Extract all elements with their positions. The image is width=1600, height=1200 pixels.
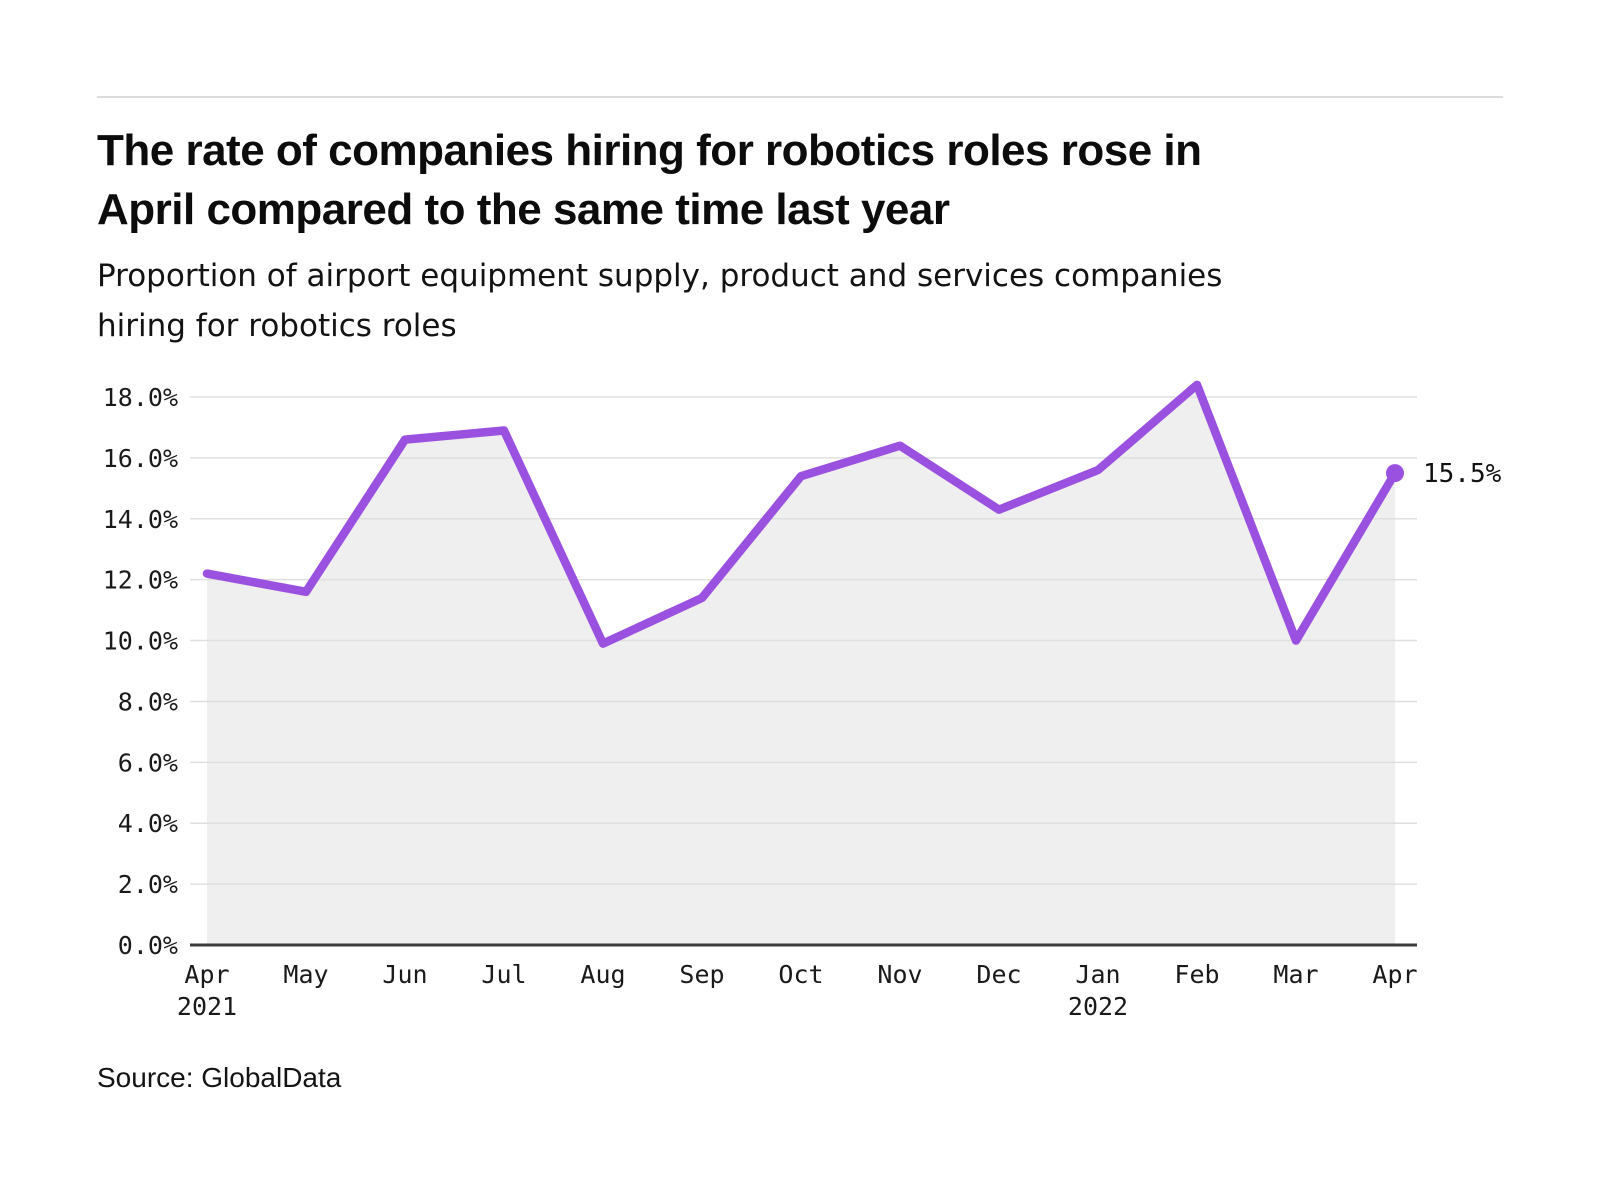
end-point-label: 15.5% — [1423, 459, 1502, 489]
x-tick-label: Apr — [184, 960, 229, 989]
x-tick-label: May — [283, 960, 328, 989]
y-tick-label: 18.0% — [103, 383, 178, 412]
area-fill — [207, 384, 1395, 945]
y-tick-label: 6.0% — [118, 748, 178, 777]
y-tick-label: 14.0% — [103, 505, 178, 534]
chart-subtitle-line-1: Proportion of airport equipment supply, … — [97, 258, 1223, 294]
y-tick-label: 12.0% — [103, 566, 178, 595]
x-tick-year-label: 2021 — [177, 992, 237, 1021]
x-tick-label: Jul — [481, 960, 526, 989]
data-line — [202, 380, 1400, 648]
source-attribution: Source: GlobalData — [97, 1062, 342, 1093]
y-tick-label: 16.0% — [103, 444, 178, 473]
x-tick-label: Feb — [1174, 960, 1219, 989]
page-title-line-2: April compared to the same time last yea… — [97, 185, 950, 234]
end-point-marker — [1386, 464, 1404, 483]
chart-subtitle: Proportion of airport equipment supply, … — [97, 251, 1517, 351]
top-divider — [97, 96, 1503, 98]
x-tick-label: Mar — [1273, 960, 1318, 989]
y-tick-label: 2.0% — [118, 870, 178, 899]
page-title: The rate of companies hiring for robotic… — [97, 121, 1517, 239]
x-tick-label: Nov — [877, 960, 922, 989]
x-tick-label: Dec — [976, 960, 1021, 989]
x-tick-label: Jun — [382, 960, 427, 989]
x-tick-label: Sep — [679, 960, 724, 989]
x-tick-label: Oct — [778, 960, 823, 989]
chart-subtitle-line-2: hiring for robotics roles — [97, 308, 457, 344]
line-chart: 0.0% 2.0% 4.0% 6.0% 8.0% 10.0% 12.0% 14.0% 16.0%… — [103, 380, 1502, 1021]
y-tick-label: 10.0% — [103, 627, 178, 656]
x-tick-year-label: 2022 — [1068, 992, 1128, 1021]
y-tick-label: 0.0% — [118, 931, 178, 960]
x-tick-label: Jan — [1075, 960, 1120, 989]
x-tick-label: Apr — [1372, 960, 1417, 989]
y-tick-label: 4.0% — [118, 809, 178, 838]
x-tick-label: Aug — [580, 960, 625, 989]
page-title-line-1: The rate of companies hiring for robotic… — [97, 126, 1202, 175]
y-tick-label: 8.0% — [118, 687, 178, 716]
